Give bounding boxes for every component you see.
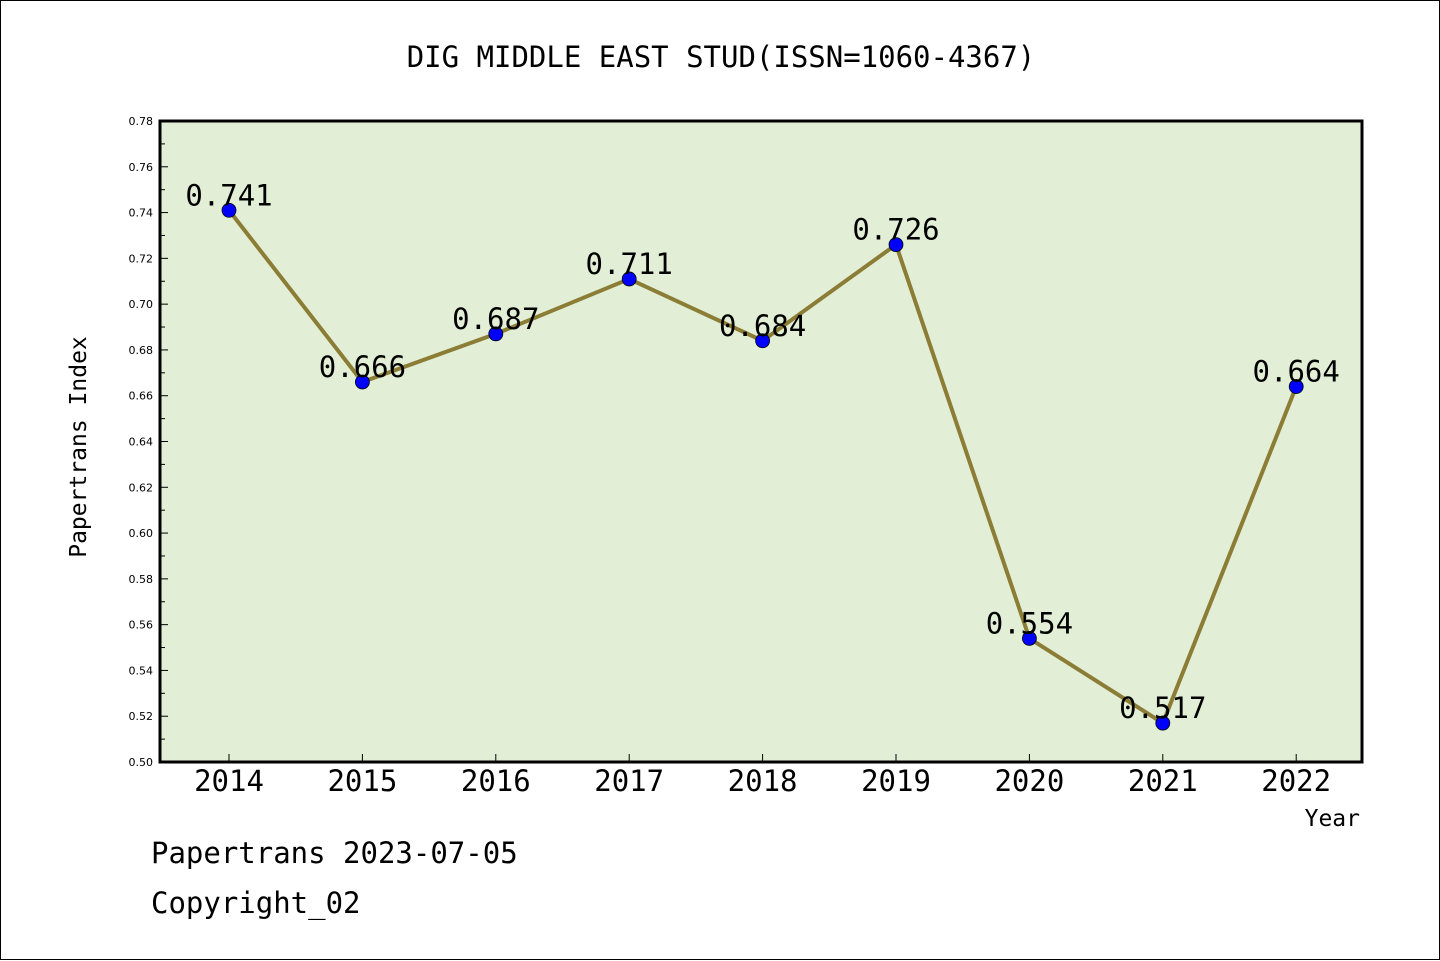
data-label: 0.711 (586, 247, 673, 281)
data-label: 0.684 (719, 309, 806, 343)
y-tick-label: 0.66 (129, 390, 154, 403)
x-axis-ticks: 2014 2015 2016 2017 2018 2019 2020 2021 2022 (194, 754, 1331, 798)
series-line (221, 202, 1304, 731)
data-point (1288, 379, 1304, 394)
data-label: 0.554 (986, 606, 1073, 640)
x-tick-label: 2019 (861, 764, 931, 798)
x-tick-label: 2021 (1128, 764, 1198, 798)
y-tick-label: 0.54 (129, 664, 154, 677)
data-label: 0.664 (1253, 355, 1340, 389)
data-point (621, 271, 637, 287)
x-tick-label: 2020 (994, 764, 1064, 798)
y-tick-label: 0.72 (129, 252, 154, 265)
data-point (888, 237, 904, 253)
footer-copyright: Copyright_02 (151, 886, 361, 920)
chart-title: DIG MIDDLE EAST STUD(ISSN=1060-4367) (407, 40, 1036, 74)
data-point (354, 374, 370, 390)
data-label: 0.726 (852, 213, 939, 247)
x-tick-label: 2022 (1261, 764, 1331, 798)
y-tick-label: 0.68 (129, 344, 154, 357)
y-axis-ticks: 0.50 0.52 0.54 0.56 0.58 0.60 0.62 0.64 0.66 0.68… (129, 115, 168, 769)
data-label: 0.666 (319, 350, 406, 384)
plot-border (158, 119, 1364, 764)
y-tick-label: 0.70 (129, 298, 154, 311)
y-tick-label: 0.62 (129, 481, 154, 494)
y-tick-label: 0.78 (129, 115, 154, 128)
x-tick-label: 2015 (327, 764, 397, 798)
y-tick-label: 0.64 (129, 436, 154, 449)
data-label: 0.741 (185, 178, 272, 212)
y-tick-label: 0.76 (129, 161, 154, 174)
data-labels: 0.741 0.666 0.687 0.711 0.684 0.726 0.554 0.517… (185, 178, 1340, 725)
y-axis-label: Papertrans Index (66, 336, 92, 558)
x-tick-label: 2018 (728, 764, 798, 798)
y-tick-label: 0.56 (129, 619, 154, 632)
data-point (488, 326, 504, 342)
x-tick-label: 2014 (194, 764, 264, 798)
data-point (1155, 715, 1171, 731)
footer-date: Papertrans 2023-07-05 (151, 836, 518, 870)
data-point (221, 202, 237, 218)
y-tick-label: 0.58 (129, 573, 154, 586)
data-point (1022, 630, 1037, 646)
x-tick-label: 2017 (594, 764, 664, 798)
x-axis-label: Year (1305, 806, 1360, 832)
plot-area (160, 121, 1362, 762)
data-label: 0.517 (1119, 691, 1206, 725)
y-tick-label: 0.74 (129, 207, 154, 220)
data-label: 0.687 (452, 302, 539, 336)
data-point (755, 333, 770, 349)
x-tick-label: 2016 (461, 764, 531, 798)
y-tick-label: 0.52 (129, 710, 154, 723)
y-tick-label: 0.60 (129, 527, 154, 540)
y-tick-label: 0.50 (129, 756, 154, 769)
